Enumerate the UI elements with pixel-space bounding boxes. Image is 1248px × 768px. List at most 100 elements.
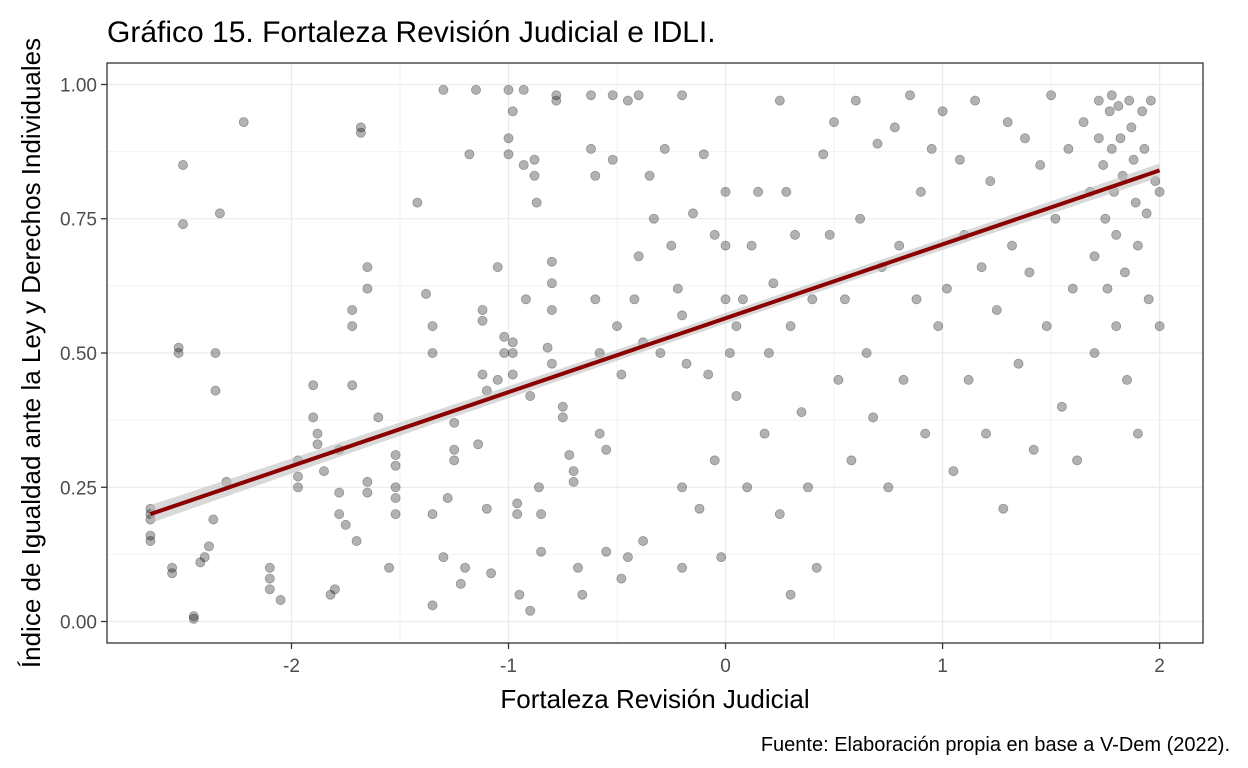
data-point [616,573,627,584]
data-point [167,568,178,579]
data-point [167,562,178,573]
data-point [542,342,553,353]
data-point [601,444,612,455]
data-point [590,170,601,181]
data-point [1115,133,1126,144]
data-point [1145,95,1156,106]
plot-panel [106,62,1204,644]
data-point [774,95,785,106]
data-point [188,611,199,622]
data-point [629,294,640,305]
data-point [991,304,1002,315]
data-point [811,562,822,573]
data-point [1020,133,1031,144]
data-point [681,358,692,369]
data-point [546,304,557,315]
data-point [362,487,373,498]
data-point [785,321,796,332]
data-point [1132,428,1143,439]
data-point [633,90,644,101]
data-point [1063,143,1074,154]
data-point [512,498,523,509]
data-point [275,595,286,606]
data-point [492,262,503,273]
data-point [1002,117,1013,128]
data-point [933,321,944,332]
data-point [1072,455,1083,466]
data-point [351,536,362,547]
data-point [698,149,709,160]
data-point [731,321,742,332]
data-point [551,90,562,101]
data-point [759,428,770,439]
data-point [518,159,529,170]
data-point [677,90,688,101]
grid-minor [107,63,1203,643]
data-point [1041,321,1052,332]
data-point [573,562,584,573]
data-point [449,417,460,428]
y-tick-label: 0.75 [60,210,97,231]
data-point [529,154,540,165]
data-point [347,321,358,332]
data-point [1078,117,1089,128]
data-point [173,342,184,353]
y-axis-title: Índice de Igualdad ante la Ley y Derecho… [16,38,46,668]
data-point [347,304,358,315]
x-tick-label: 0 [720,656,731,677]
data-point [390,509,401,520]
data-point [308,380,319,391]
data-point [355,127,366,138]
data-point [1093,95,1104,106]
caption: Fuente: Elaboración propia en base a V-D… [761,734,1230,756]
data-point [655,347,666,358]
data-point [551,95,562,106]
data-point [390,482,401,493]
data-point [703,369,714,380]
data-point [833,374,844,385]
data-point [536,509,547,520]
data-point [1143,294,1154,305]
data-point [470,84,481,95]
data-point [688,208,699,219]
data-point [824,229,835,240]
data-point [709,229,720,240]
data-point [481,503,492,514]
data-point [1132,240,1143,251]
data-point [512,509,523,520]
data-point [173,347,184,358]
data-point [503,149,514,160]
data-point [648,213,659,224]
data-point [533,482,544,493]
data-point [586,143,597,154]
data-point [373,412,384,423]
y-axis: 0.00 0.25 0.50 0.75 1.00 [60,75,107,634]
data-point [1128,154,1139,165]
data-point [941,283,952,294]
data-point [507,106,518,117]
data-point [564,449,575,460]
data-point [850,95,861,106]
data-point [586,90,597,101]
data-point [590,294,601,305]
data-point [790,229,801,240]
data-point [970,95,981,106]
data-point [362,476,373,487]
data-point [1028,444,1039,455]
data-point [292,471,303,482]
data-point [390,449,401,460]
data-point [846,455,857,466]
data-point [861,347,872,358]
data-point [210,385,221,396]
data-point [872,138,883,149]
data-point [427,600,438,611]
data-point [818,149,829,160]
data-point [839,294,850,305]
data-point [507,369,518,380]
data-point [195,557,206,568]
data-point [347,380,358,391]
data-point [720,294,731,305]
data-point [731,390,742,401]
x-tick-label: -2 [283,656,300,677]
